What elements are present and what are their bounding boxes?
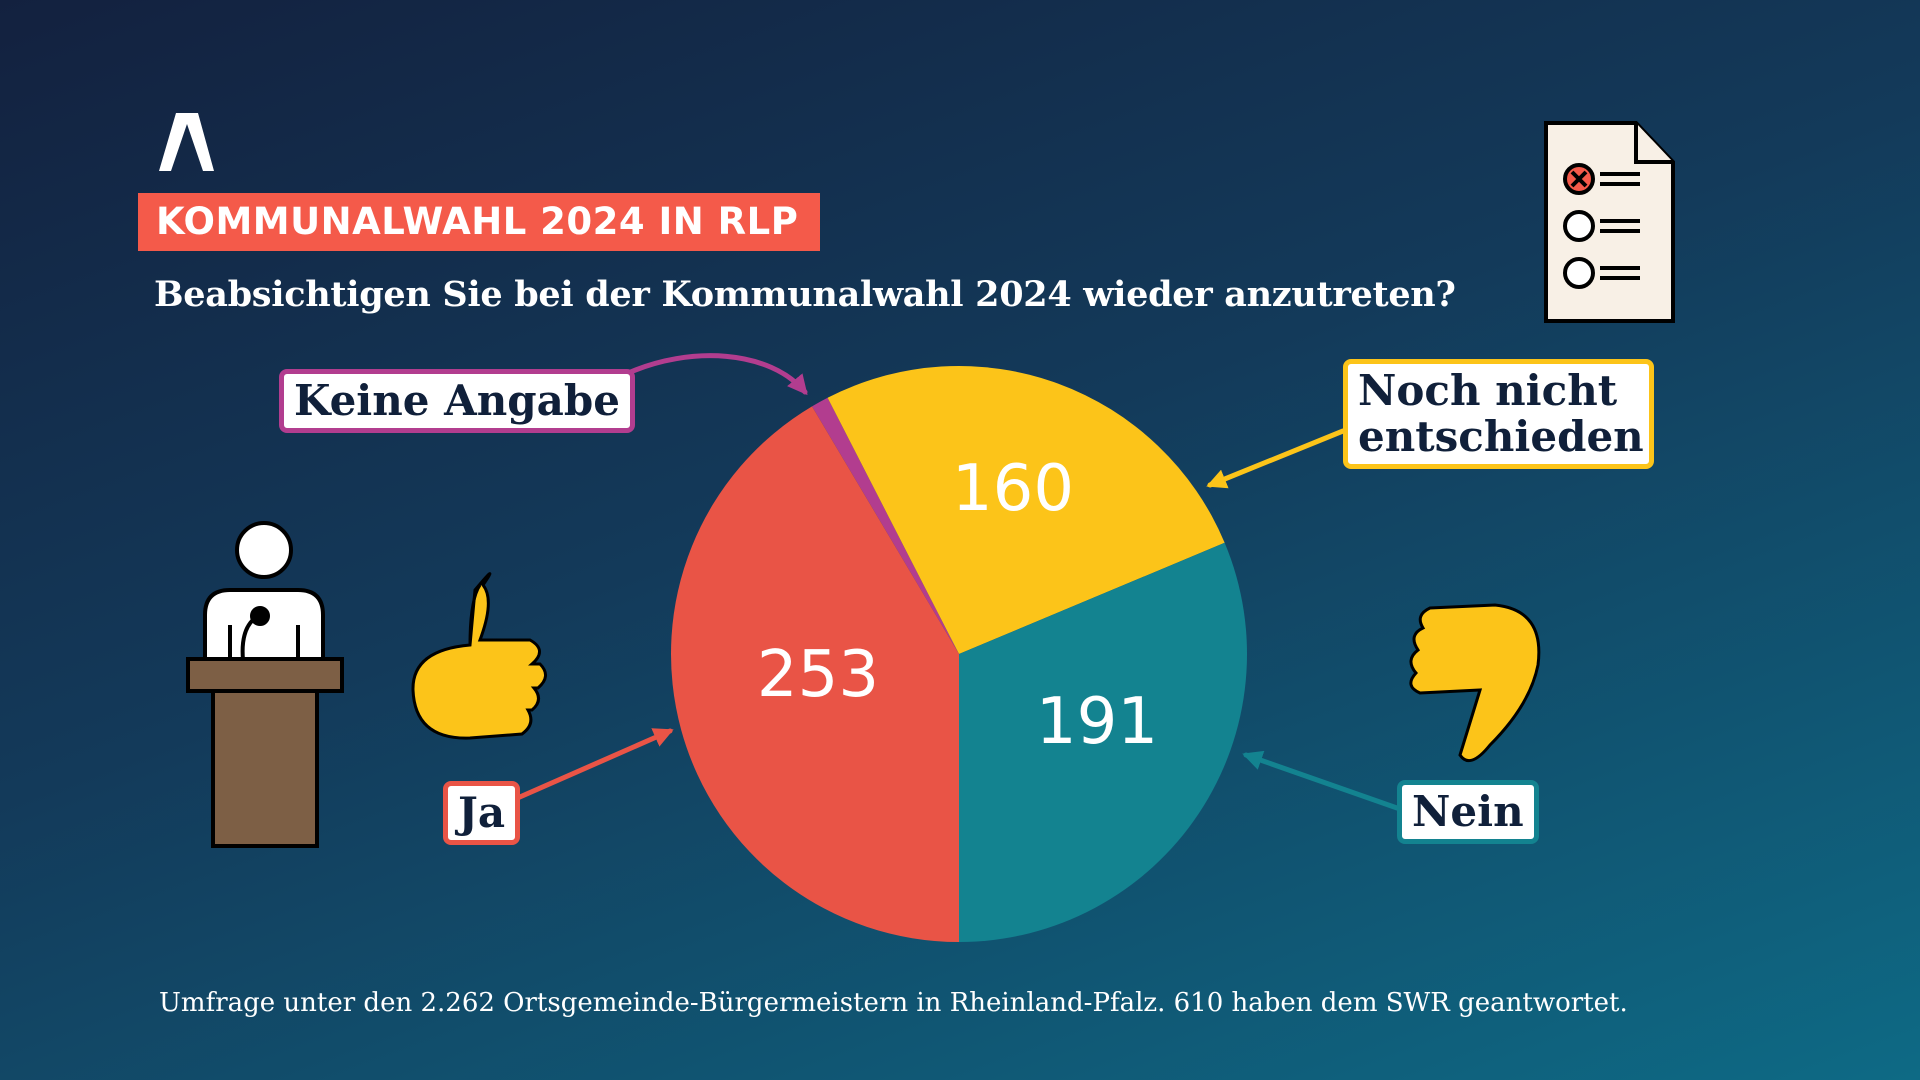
- topic-banner: KOMMUNALWAHL 2024 IN RLP: [138, 193, 820, 251]
- thumbs-down-icon: [1409, 603, 1541, 763]
- speaker-podium-icon: [186, 521, 344, 848]
- pie-slice-noch-nicht-entschieden: [827, 366, 1225, 654]
- arrow-nein: [1242, 750, 1400, 811]
- legend-label-ja: Ja: [443, 781, 521, 846]
- legend-label-keine-angabe: Keine Angabe: [279, 369, 635, 434]
- chart-title: Beabsichtigen Sie bei der Kommunalwahl 2…: [154, 274, 1456, 315]
- arrow-ja: [510, 728, 674, 803]
- footnote: Umfrage unter den 2.262 Ortsgemeinde-Bür…: [159, 988, 1628, 1018]
- value-label-noch-nicht: 160: [952, 452, 1074, 526]
- ard-logo-icon: [159, 113, 214, 171]
- ballot-document-icon: [1544, 121, 1675, 323]
- pie-slice-ja: [671, 406, 959, 942]
- value-label-ja: 253: [757, 638, 879, 712]
- legend-label-noch-nicht-entschieden: Noch nicht entschieden: [1343, 359, 1654, 470]
- value-label-nein: 191: [1036, 685, 1158, 759]
- pie-slice-keine-angabe: [812, 397, 959, 654]
- pie-slice-nein: [959, 542, 1248, 942]
- arrow-noch-nicht: [1206, 428, 1346, 489]
- arrow-keine-angabe: [623, 353, 808, 396]
- thumbs-up-icon: [411, 572, 547, 740]
- legend-label-nein: Nein: [1397, 780, 1539, 845]
